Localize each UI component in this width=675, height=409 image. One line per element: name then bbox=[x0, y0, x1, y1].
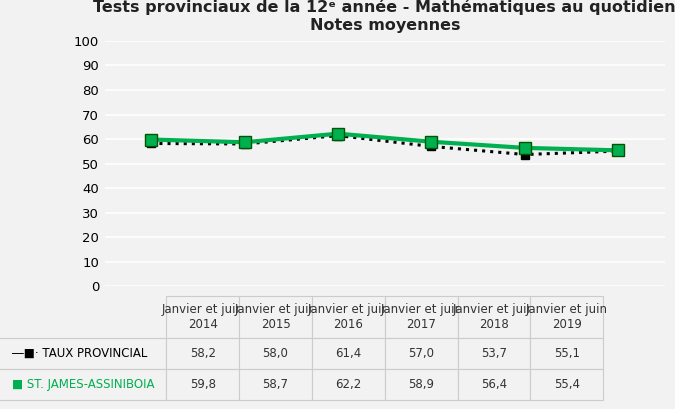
Title: Tests provinciaux de la 12ᵉ année - Mathématiques au quotidien
Notes moyennes: Tests provinciaux de la 12ᵉ année - Math… bbox=[93, 0, 675, 33]
